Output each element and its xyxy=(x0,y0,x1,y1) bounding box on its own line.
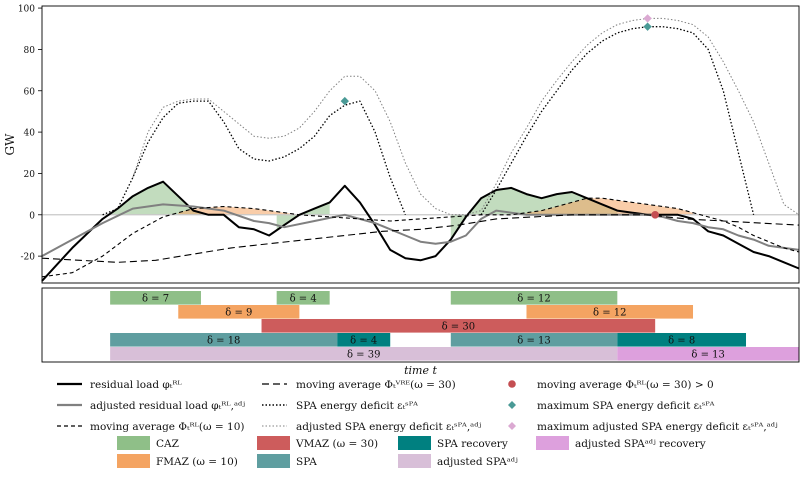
legend-patch-label: CAZ xyxy=(156,438,179,450)
chart-markers xyxy=(340,14,659,219)
main-plot-frame xyxy=(41,5,800,284)
y-tick-label: 0 xyxy=(29,211,35,221)
x-axis-label: time t xyxy=(404,364,437,377)
series-line-spa xyxy=(102,26,755,216)
zone-bar xyxy=(617,347,799,361)
legend-patch-label: SPA recovery xyxy=(437,438,508,450)
series-line-rl xyxy=(41,180,800,282)
legend-entry-label: adjusted SPA energy deficit εₜˢᴾᴬ,ᵃᵈʲ xyxy=(296,421,481,433)
legend-patch-label: adjusted SPAᵃᵈʲ recovery xyxy=(575,438,706,450)
caz-area-fill xyxy=(110,181,201,215)
zone-bar-label: δ = 9 xyxy=(225,307,252,318)
zone-bar xyxy=(337,333,391,347)
legend-entry-label: SPA energy deficit εₜˢᴾᴬ xyxy=(296,400,418,412)
zone-bar xyxy=(261,319,656,333)
zone-bar xyxy=(526,305,694,319)
legend-entry-label: maximum adjusted SPA energy deficit εₜˢᴾ… xyxy=(537,421,778,433)
zone-bar xyxy=(617,333,747,347)
zone-bar-label: δ = 7 xyxy=(142,293,169,304)
series-line-ma10 xyxy=(41,197,800,278)
y-tick-label: 80 xyxy=(24,46,36,56)
caz-area-fill xyxy=(276,202,330,231)
zone-bar xyxy=(110,347,618,361)
legend-patch-swatch xyxy=(536,436,569,450)
zone-bar-label: δ = 18 xyxy=(207,335,240,346)
legend-entry-label: maximum SPA energy deficit εₜˢᴾᴬ xyxy=(537,400,715,412)
marker-max-deficit xyxy=(643,14,652,23)
legend-patch-label: VMAZ (ω = 30) xyxy=(295,438,378,450)
legend-patch-swatch xyxy=(257,436,290,450)
legend-patch-swatch xyxy=(257,454,290,468)
legend-patch-swatch xyxy=(117,436,150,450)
zone-bar xyxy=(450,333,618,347)
zone-bar-label: δ = 12 xyxy=(593,307,626,318)
series-lines xyxy=(41,17,800,282)
zone-bar-label: δ = 39 xyxy=(347,349,380,360)
gantt-plot: δ = 7 δ = 4 δ = 12 δ = 9 δ = 12 δ = 30 δ = 18 δ… xyxy=(41,287,800,377)
zone-bar xyxy=(450,291,618,305)
legend-marker-icon xyxy=(508,422,516,430)
legend-marker-icon xyxy=(508,380,516,388)
zone-bar xyxy=(276,291,330,305)
zone-bar xyxy=(178,305,300,319)
zone-bar-label: δ = 4 xyxy=(350,335,377,346)
y-tick-label: 60 xyxy=(24,87,36,97)
legend-patch-label: FMAZ (ω = 10) xyxy=(156,456,238,468)
area-fills xyxy=(110,181,694,240)
series-line-ma30 xyxy=(41,214,800,263)
legend: residual load φₜᴿᴸ adjusted residual load… xyxy=(57,379,778,468)
zone-bar-label: δ = 4 xyxy=(290,293,317,304)
marker-ma30-positive xyxy=(651,210,659,219)
zone-bar-label: δ = 13 xyxy=(517,335,550,346)
gantt-plot-frame xyxy=(41,287,800,363)
y-tick-label: 40 xyxy=(24,129,36,139)
marker-max-deficit xyxy=(643,22,652,31)
zone-bar xyxy=(110,291,201,305)
legend-entry-label: moving average Φₜⱽᴿᴱ(ω = 30) xyxy=(296,379,456,391)
y-axis-ticks: -20 0 20 40 60 80 100 xyxy=(18,5,42,263)
zone-bar-label: δ = 30 xyxy=(442,321,475,332)
zone-bar-label: δ = 12 xyxy=(517,293,550,304)
zone-bar-label: δ = 8 xyxy=(668,335,695,346)
y-axis-label: GW xyxy=(3,133,17,156)
legend-patch-swatch xyxy=(398,436,431,450)
legend-entry-label: moving average Φₜᴿᴸ(ω = 10) xyxy=(90,421,245,433)
y-tick-label: -20 xyxy=(21,253,36,263)
zone-bar xyxy=(110,333,338,347)
legend-entry-label: residual load φₜᴿᴸ xyxy=(90,379,182,391)
marker-max-deficit xyxy=(340,96,349,106)
y-tick-label: 20 xyxy=(24,170,36,180)
series-line-rl_adj xyxy=(41,203,800,257)
legend-marker-icon xyxy=(508,401,516,409)
legend-entry-label: moving average Φₜᴿᴸ(ω = 30) > 0 xyxy=(537,379,714,391)
y-tick-label: 100 xyxy=(18,5,35,15)
legend-patch-label: adjusted SPAᵃᵈʲ xyxy=(437,456,518,468)
legend-patch-swatch xyxy=(117,454,150,468)
zone-bar-label: δ = 13 xyxy=(691,349,724,360)
legend-patch-swatch xyxy=(398,454,431,468)
zone-bars: δ = 7 δ = 4 δ = 12 δ = 9 δ = 12 δ = 30 δ = 18 δ… xyxy=(110,291,799,361)
legend-patch-label: SPA xyxy=(296,456,317,468)
main-line-plot: -20 0 20 40 60 80 100 GW xyxy=(3,5,800,284)
series-line-spa_adj xyxy=(132,17,800,216)
legend-entry-label: adjusted residual load φₜᴿᴸ,ᵃᵈʲ xyxy=(90,400,245,412)
